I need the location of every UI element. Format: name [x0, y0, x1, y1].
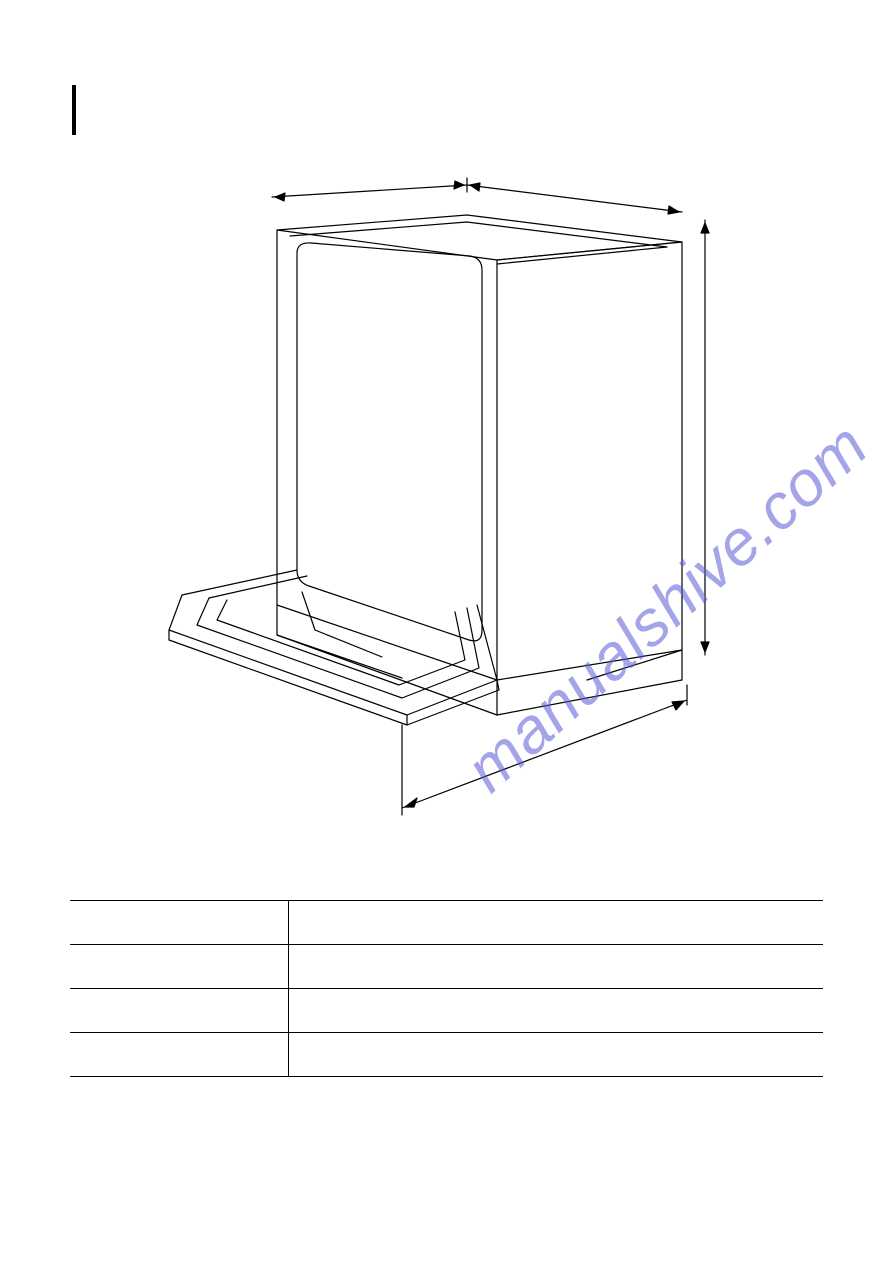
spec-value — [288, 1033, 823, 1077]
spec-label — [70, 989, 288, 1033]
page-content — [0, 0, 893, 1117]
header-marker — [72, 85, 76, 135]
table-row — [70, 901, 823, 945]
spec-value — [288, 989, 823, 1033]
table-row — [70, 1033, 823, 1077]
spec-table — [70, 900, 823, 1077]
spec-value — [288, 901, 823, 945]
table-row — [70, 989, 823, 1033]
spec-label — [70, 901, 288, 945]
dishwasher-diagram — [127, 160, 767, 860]
table-row — [70, 945, 823, 989]
spec-label — [70, 945, 288, 989]
spec-value — [288, 945, 823, 989]
spec-label — [70, 1033, 288, 1077]
